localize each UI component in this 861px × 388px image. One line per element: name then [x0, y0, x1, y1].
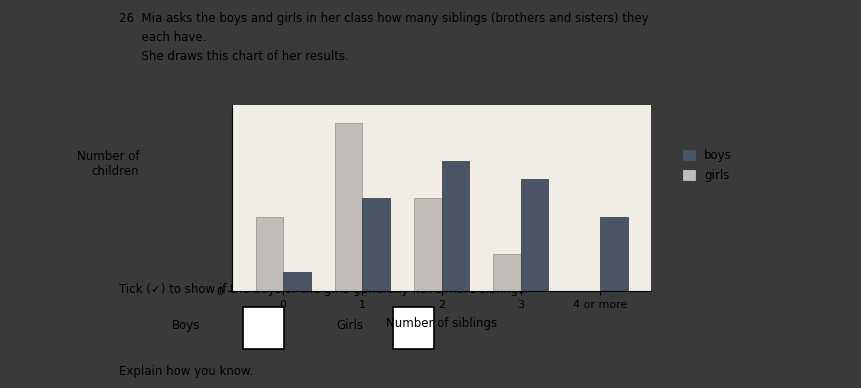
Text: Boys: Boys [172, 319, 201, 333]
Bar [442, 161, 469, 291]
Bar [283, 272, 311, 291]
FancyBboxPatch shape [393, 307, 434, 349]
FancyBboxPatch shape [243, 307, 284, 349]
Legend: boys, girls: boys, girls [678, 144, 736, 187]
Bar [600, 217, 628, 291]
Bar [256, 217, 283, 291]
Text: 26  Mia asks the boys and girls in her class how many siblings (brothers and sis: 26 Mia asks the boys and girls in her cl… [120, 12, 649, 62]
X-axis label: Number of siblings: Number of siblings [386, 317, 497, 330]
Bar [521, 179, 548, 291]
Bar [414, 198, 442, 291]
Y-axis label: Number of
children: Number of children [77, 151, 139, 178]
Text: Girls: Girls [337, 319, 363, 333]
Text: Explain how you know.: Explain how you know. [120, 365, 254, 378]
Bar [335, 123, 362, 291]
Bar [362, 198, 390, 291]
Bar [493, 254, 521, 291]
Text: Tick (✓) to show if the boys or the girls generally have more siblings.: Tick (✓) to show if the boys or the girl… [120, 283, 529, 296]
